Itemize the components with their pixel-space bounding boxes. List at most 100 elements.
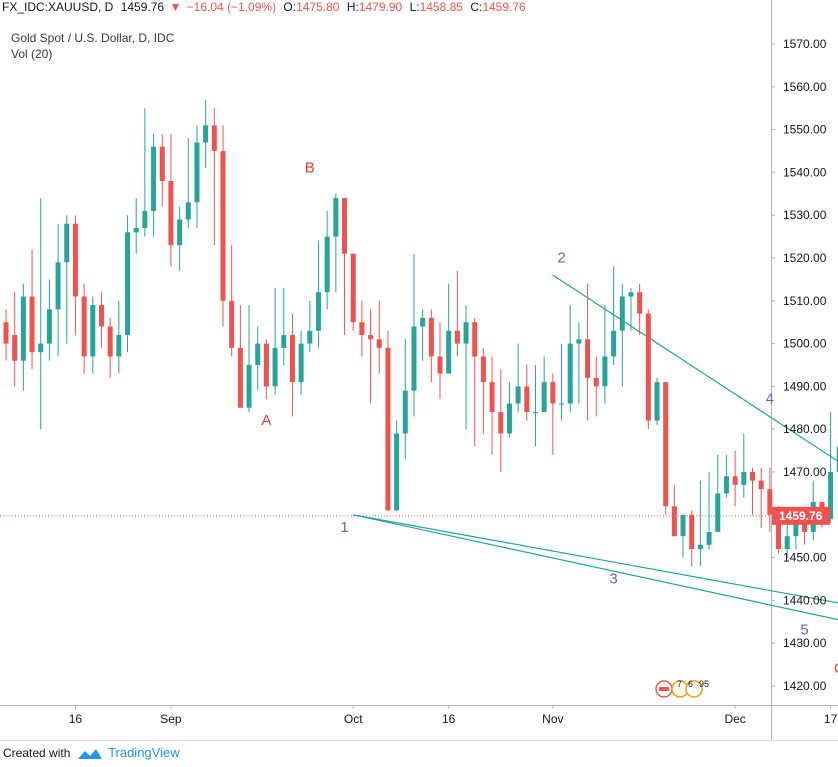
candle[interactable] (524, 365, 530, 421)
candle[interactable] (498, 369, 504, 472)
candle[interactable] (263, 339, 269, 400)
candle[interactable] (828, 412, 834, 524)
candle[interactable] (663, 382, 669, 515)
candle[interactable] (203, 99, 209, 169)
candle[interactable] (281, 287, 287, 365)
time-axis[interactable]: 16 Sep Oct 16 Nov Dec 17 (69, 705, 838, 726)
candle[interactable] (168, 133, 174, 267)
candle[interactable] (220, 125, 226, 327)
candle[interactable] (359, 300, 365, 357)
symbol-label[interactable]: FX_IDC:XAUUSD, D (2, 0, 114, 14)
trendline[interactable] (353, 514, 838, 605)
candle[interactable] (541, 356, 547, 413)
candle[interactable] (767, 467, 773, 532)
candle[interactable] (567, 305, 573, 413)
candle[interactable] (480, 347, 486, 434)
candle[interactable] (559, 343, 565, 421)
candle[interactable] (411, 253, 417, 417)
candle[interactable] (116, 300, 122, 374)
candle[interactable] (506, 382, 512, 438)
candle[interactable] (463, 305, 469, 430)
candle[interactable] (576, 322, 582, 404)
candle[interactable] (307, 300, 313, 353)
candle[interactable] (689, 510, 695, 567)
candle[interactable] (38, 198, 44, 430)
candle[interactable] (723, 454, 729, 498)
candle[interactable] (142, 108, 148, 237)
candle[interactable] (133, 198, 139, 254)
candle[interactable] (454, 270, 460, 357)
last-price-badge[interactable] (772, 506, 830, 525)
tradingview-brand[interactable]: TradingView (108, 745, 180, 760)
candle[interactable] (671, 484, 677, 537)
price-axis[interactable]: 1570.00 1560.00 1550.00 1540.00 1530.00 1520.… (771, 37, 830, 693)
candle[interactable] (715, 454, 721, 532)
candle[interactable] (402, 339, 408, 460)
candle[interactable] (350, 253, 356, 331)
candle[interactable] (107, 317, 113, 378)
footer-credit[interactable]: Created with TradingView (3, 744, 180, 762)
candle[interactable] (159, 133, 165, 207)
candle[interactable] (732, 450, 738, 507)
candle[interactable] (237, 305, 243, 408)
candle[interactable] (333, 193, 339, 293)
candle[interactable] (420, 309, 426, 361)
candle[interactable] (72, 215, 78, 336)
candle[interactable] (611, 266, 617, 365)
candle[interactable] (532, 365, 538, 447)
candle[interactable] (472, 317, 478, 447)
candle[interactable] (3, 309, 9, 361)
candle[interactable] (394, 420, 400, 511)
candle[interactable] (98, 292, 104, 348)
candle[interactable] (585, 283, 591, 421)
candle[interactable] (550, 373, 556, 455)
candle[interactable] (211, 108, 217, 246)
candle[interactable] (55, 223, 61, 357)
candle[interactable] (315, 240, 321, 348)
candle[interactable] (12, 292, 18, 387)
candle[interactable] (81, 283, 87, 374)
candle[interactable] (836, 416, 838, 497)
candle[interactable] (385, 330, 391, 511)
candle[interactable] (437, 322, 443, 400)
event-badges[interactable]: 7 6 95 (655, 679, 709, 698)
candle[interactable] (342, 198, 348, 336)
candle[interactable] (697, 480, 703, 567)
candle[interactable] (749, 467, 755, 515)
candle[interactable] (368, 309, 374, 404)
candle[interactable] (758, 467, 764, 528)
candle[interactable] (298, 330, 304, 395)
candle[interactable] (515, 343, 521, 413)
chart-title[interactable]: Gold Spot / U.S. Dollar, D, IDC (11, 31, 175, 45)
candle[interactable] (446, 283, 452, 374)
candle[interactable] (680, 514, 686, 558)
candle[interactable] (289, 313, 295, 417)
candle[interactable] (177, 206, 183, 271)
candle[interactable] (272, 287, 278, 395)
candle[interactable] (29, 249, 35, 370)
candle[interactable] (628, 287, 634, 331)
candle[interactable] (619, 283, 625, 387)
trendlines[interactable] (353, 274, 838, 622)
candle[interactable] (428, 309, 434, 383)
candle[interactable] (125, 215, 131, 353)
candle[interactable] (645, 309, 651, 430)
candle[interactable] (324, 210, 330, 310)
candle[interactable] (654, 377, 660, 425)
candle[interactable] (706, 472, 712, 550)
trendline[interactable] (552, 274, 838, 468)
candle[interactable] (602, 305, 608, 404)
trendline[interactable] (353, 514, 838, 622)
candlesticks[interactable] (3, 99, 838, 567)
candle[interactable] (246, 305, 252, 413)
candle[interactable] (185, 138, 191, 229)
candle[interactable] (255, 326, 261, 391)
candle[interactable] (151, 133, 157, 237)
event-icon[interactable] (685, 680, 703, 698)
candle[interactable] (46, 279, 52, 361)
volume-legend[interactable]: Vol (20) (11, 47, 53, 61)
candle[interactable] (741, 433, 747, 498)
candle[interactable] (637, 283, 643, 336)
candle[interactable] (593, 356, 599, 417)
